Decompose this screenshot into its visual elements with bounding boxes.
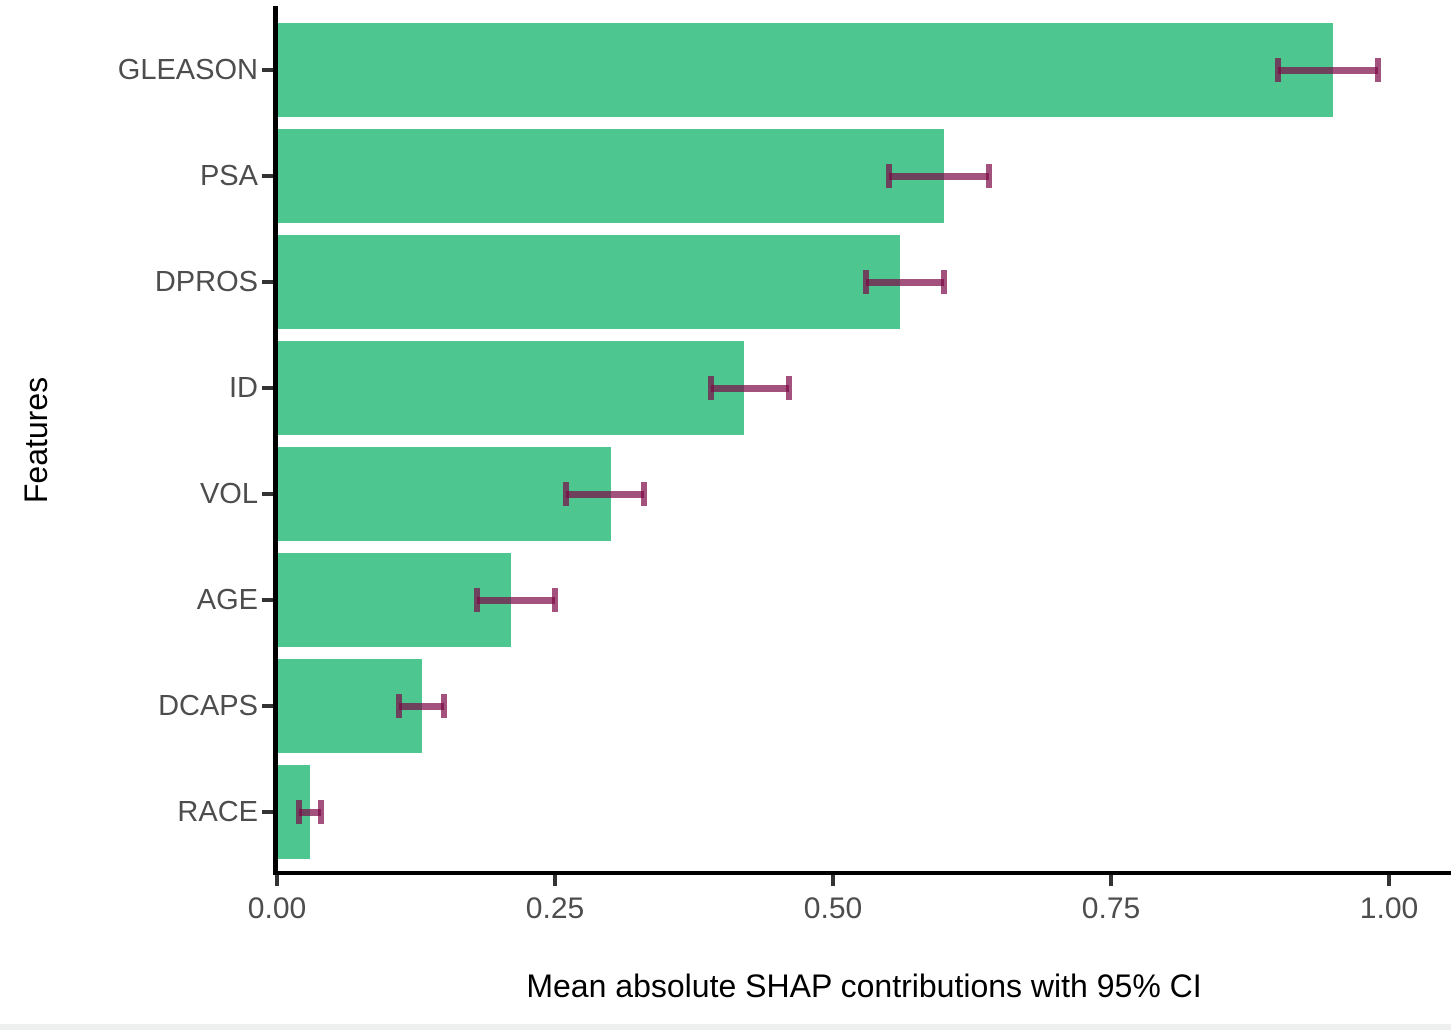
y-axis-line — [273, 6, 278, 875]
y-tick — [262, 704, 273, 708]
y-tick-label: PSA — [199, 160, 258, 192]
y-tick — [262, 174, 273, 178]
y-tick — [262, 280, 273, 284]
x-tick — [1109, 875, 1113, 886]
y-tick — [262, 810, 273, 814]
y-tick — [262, 68, 273, 72]
bar — [278, 341, 745, 435]
error-bar-cap — [563, 482, 570, 506]
error-bar — [888, 172, 989, 180]
error-bar — [477, 596, 555, 604]
bottom-strip — [0, 1024, 1451, 1030]
x-tick-label: 0.75 — [1081, 892, 1141, 925]
bar — [278, 235, 900, 329]
error-bar-cap — [396, 694, 403, 718]
x-tick — [1387, 875, 1391, 886]
x-axis-title: Mean absolute SHAP contributions with 95… — [526, 968, 1202, 1004]
error-bar-cap — [640, 482, 647, 506]
error-bar-cap — [318, 800, 325, 824]
y-tick-label: GLEASON — [117, 54, 258, 86]
x-tick-label: 0.00 — [247, 892, 307, 925]
error-bar-cap — [863, 270, 870, 294]
bar — [278, 129, 945, 223]
error-bar-cap — [552, 588, 558, 612]
x-tick-label: 1.00 — [1359, 892, 1419, 925]
error-bar-cap — [707, 376, 714, 400]
bar — [278, 553, 511, 647]
bar — [278, 447, 611, 541]
error-bar — [566, 490, 644, 498]
error-bar-cap — [785, 376, 792, 400]
x-tick-label: 0.50 — [803, 892, 863, 925]
error-bar — [710, 384, 789, 392]
error-bar-cap — [474, 588, 481, 612]
x-tick-label: 0.25 — [525, 892, 585, 925]
x-axis-line — [273, 871, 1451, 875]
y-axis-title: Features — [17, 376, 54, 504]
error-bar-cap — [941, 270, 948, 294]
y-tick-label: AGE — [196, 584, 258, 616]
y-tick — [262, 598, 273, 602]
y-tick — [262, 492, 273, 496]
error-bar-cap — [296, 800, 303, 824]
error-bar — [299, 808, 322, 816]
y-tick — [262, 386, 273, 390]
y-tick-label: DCAPS — [158, 690, 258, 722]
x-tick — [831, 875, 835, 886]
y-tick-label: RACE — [177, 796, 258, 828]
y-tick-label: ID — [229, 372, 258, 404]
x-tick — [275, 875, 279, 886]
error-bar — [399, 702, 444, 710]
error-bar — [866, 278, 945, 286]
error-bar-cap — [985, 164, 992, 188]
y-tick-label: DPROS — [154, 266, 258, 298]
bar — [278, 23, 1334, 117]
x-tick — [553, 875, 557, 886]
error-bar-cap — [440, 694, 447, 718]
y-tick-label: VOL — [199, 478, 258, 510]
error-bar-cap — [1374, 58, 1381, 82]
error-bar-cap — [885, 164, 892, 188]
error-bar — [1277, 66, 1378, 74]
error-bar-cap — [1274, 58, 1281, 82]
